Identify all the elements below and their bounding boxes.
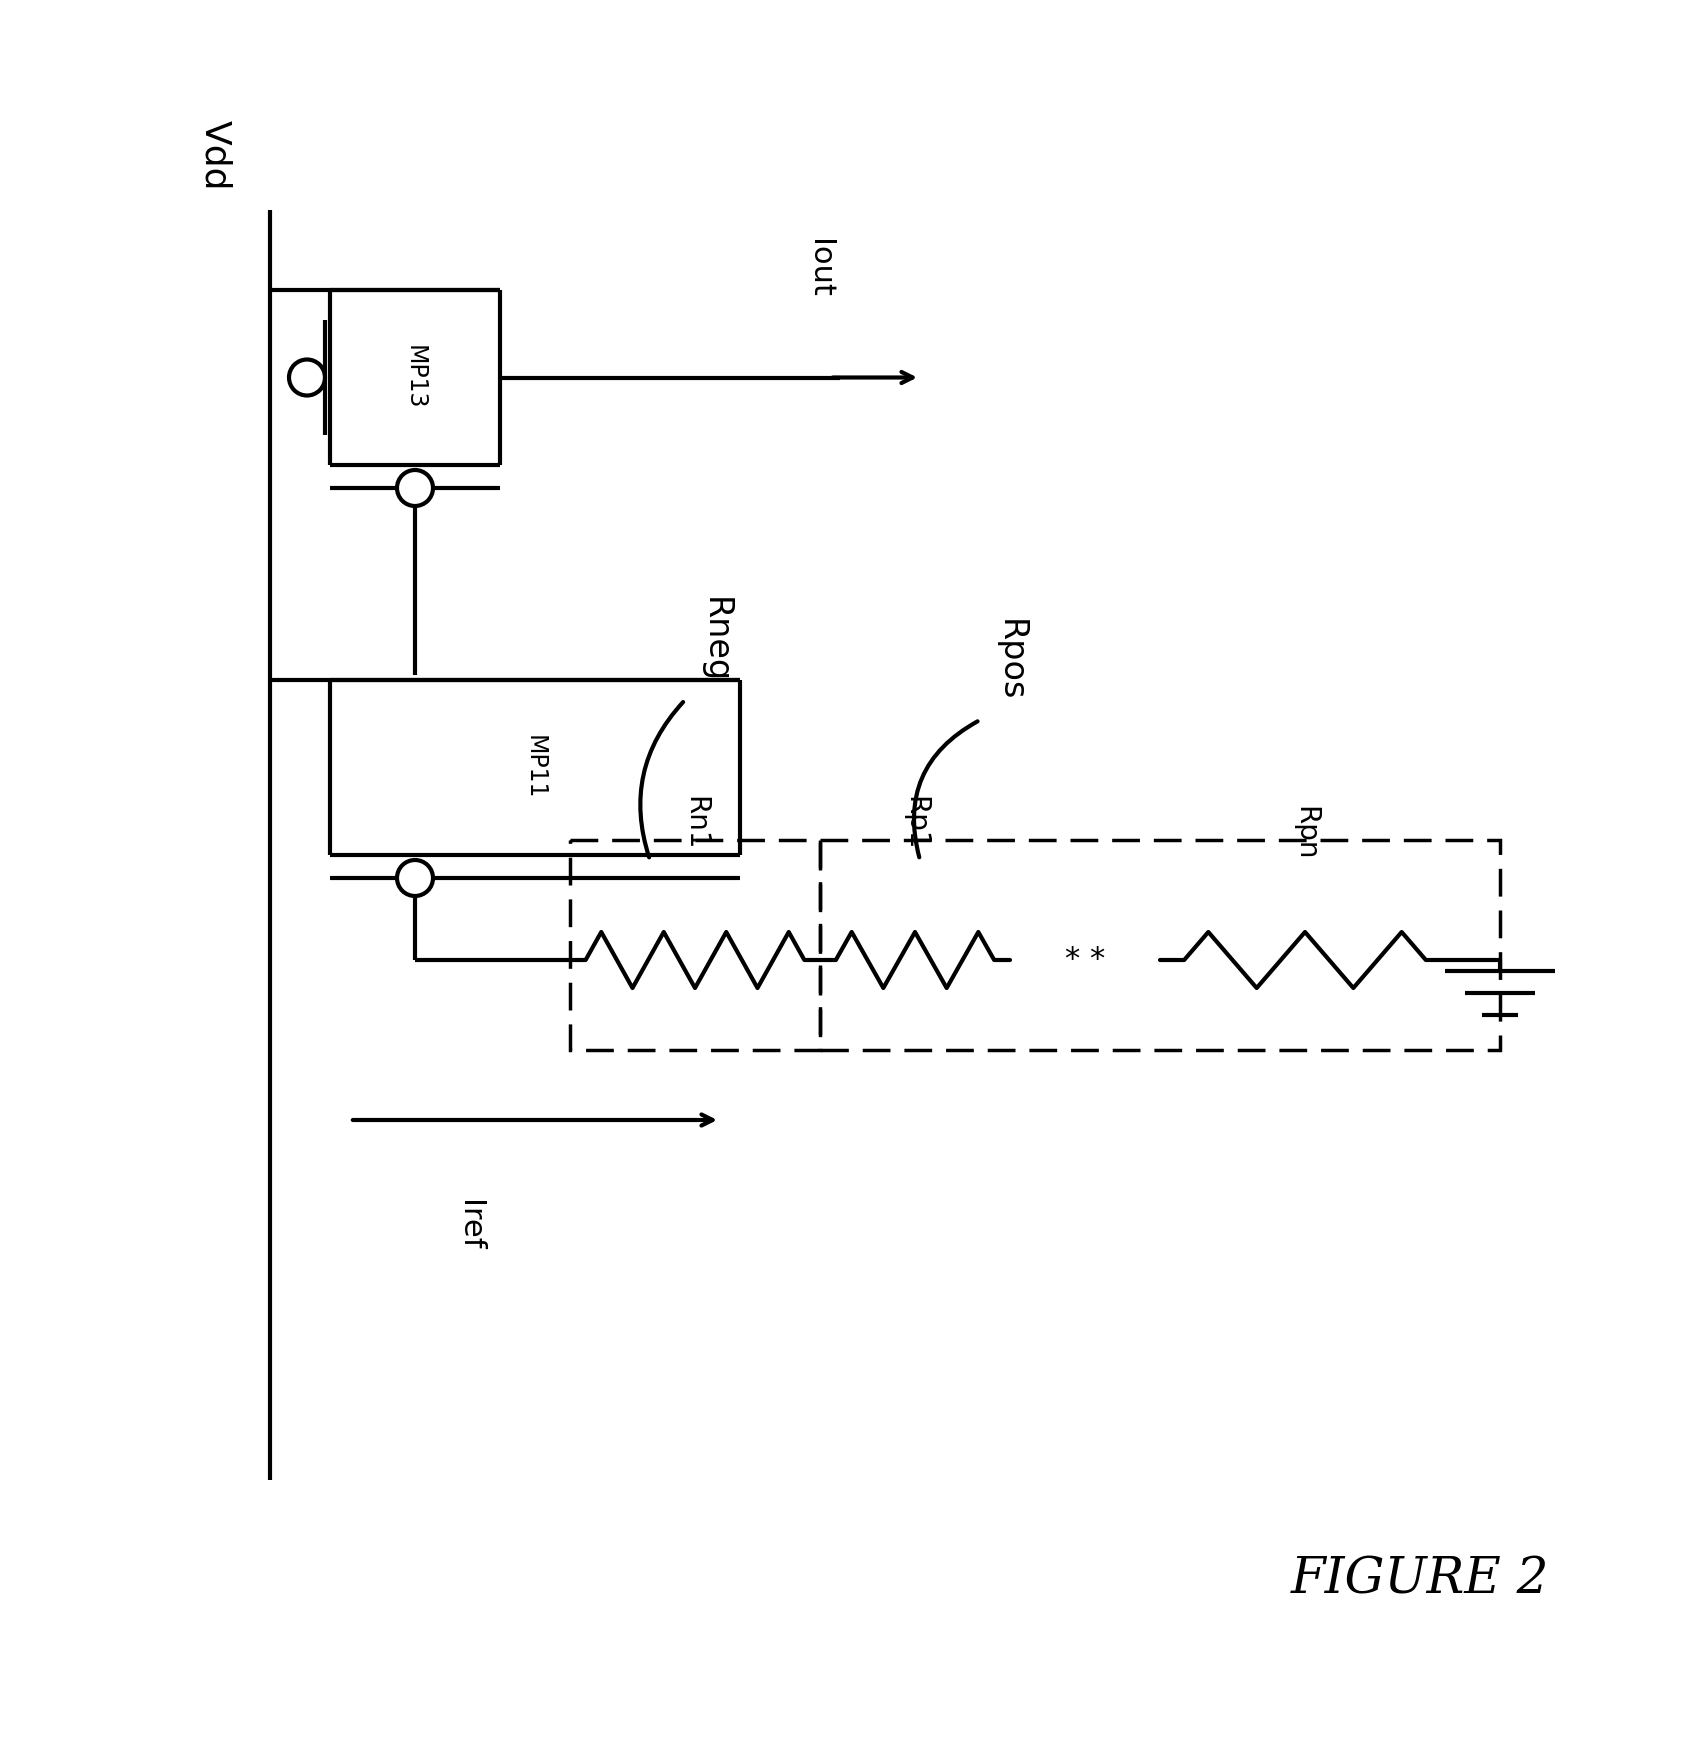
Text: Rp1: Rp1 <box>901 795 928 850</box>
Text: Rpn: Rpn <box>1291 806 1318 860</box>
Text: Rn1: Rn1 <box>680 795 709 850</box>
Text: Rneg: Rneg <box>699 596 731 683</box>
Text: MP13: MP13 <box>403 346 427 409</box>
Bar <box>571 841 820 1051</box>
Text: Iout: Iout <box>805 239 834 297</box>
Text: FIGURE 2: FIGURE 2 <box>1291 1556 1550 1605</box>
Text: Vdd: Vdd <box>197 119 231 191</box>
Bar <box>820 841 1501 1051</box>
Text: MP11: MP11 <box>523 736 547 799</box>
Text: * *: * * <box>1065 946 1106 974</box>
Text: Rpos: Rpos <box>994 619 1026 701</box>
Text: Iref: Iref <box>456 1199 484 1250</box>
